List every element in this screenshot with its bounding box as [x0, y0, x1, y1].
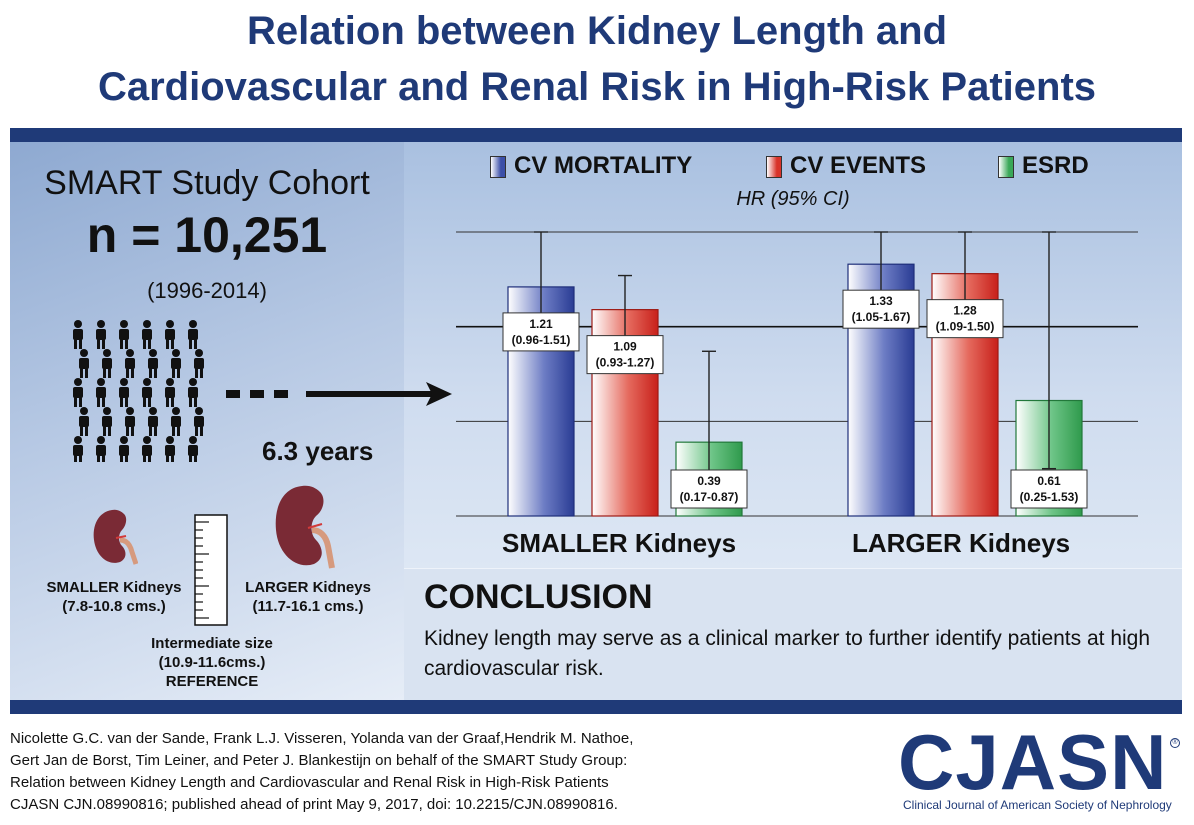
conclusion-panel — [404, 568, 1182, 700]
category-label-smaller: SMALLER Kidneys — [502, 528, 737, 558]
legend-cv-mortality: CV MORTALITY — [514, 152, 693, 179]
category-label-larger: LARGER Kidneys — [852, 528, 1071, 558]
citation-line-3: Relation between Kidney Length and Cardi… — [10, 774, 609, 791]
bottom-band — [10, 700, 1182, 714]
larger-kidneys-range: (11.7-16.1 cms.) — [252, 598, 364, 615]
title-line-1: Relation between Kidney Length and — [246, 9, 948, 53]
large-kidney-icon — [275, 485, 335, 569]
person-figure — [73, 378, 83, 407]
intermediate-reference: REFERENCE — [165, 673, 259, 690]
person-figure — [79, 407, 89, 436]
citation: Nicolette G.C. van der Sande, Frank L.J.… — [10, 728, 710, 816]
smaller-kidneys-range: (7.8-10.8 cms.) — [62, 598, 166, 615]
person-figure — [125, 407, 135, 436]
person-figure — [102, 349, 112, 378]
person-figure — [142, 436, 152, 462]
person-figure — [188, 436, 198, 462]
person-figure — [171, 407, 181, 436]
larger-kidneys-caption: LARGER Kidneys (11.7-16.1 cms.) — [228, 578, 388, 616]
larger-kidneys-label: LARGER Kidneys — [245, 579, 371, 596]
journal-logo: CJASN — [898, 718, 1168, 806]
person-figure — [165, 378, 175, 407]
person-figure — [79, 349, 89, 378]
person-figure — [73, 436, 83, 462]
top-band — [10, 128, 1182, 142]
person-figure — [194, 407, 204, 436]
person-figure — [96, 320, 106, 349]
citation-line-1: Nicolette G.C. van der Sande, Frank L.J.… — [10, 730, 634, 747]
conclusion-text: Kidney length may serve as a clinical ma… — [424, 627, 1151, 680]
person-figure — [165, 320, 175, 349]
title-line-2: Cardiovascular and Renal Risk in High-Ri… — [97, 65, 1097, 109]
person-figure — [125, 349, 135, 378]
smaller-kidneys-caption: SMALLER Kidneys (7.8-10.8 cms.) — [34, 578, 194, 616]
legend-swatch-cv-mortality — [490, 156, 506, 178]
person-figure — [188, 320, 198, 349]
legend-swatch-cv-events — [766, 156, 782, 178]
intermediate-caption: Intermediate size (10.9-11.6cms.) REFERE… — [122, 634, 302, 691]
person-figure — [165, 436, 175, 462]
legend-cv-events: CV EVENTS — [790, 152, 927, 179]
person-figure — [142, 320, 152, 349]
smaller-kidneys-label: SMALLER Kidneys — [46, 579, 182, 596]
person-figure — [96, 378, 106, 407]
cohort-years: (1996-2014) — [147, 278, 267, 303]
person-figure — [148, 349, 158, 378]
person-figure — [194, 349, 204, 378]
chart-subtitle: HR (95% CI) — [736, 188, 850, 210]
conclusion-heading: CONCLUSION — [424, 578, 653, 616]
journal-logo-subtitle: Clinical Journal of American Society of … — [903, 798, 1172, 812]
ruler-icon — [194, 514, 228, 626]
person-figure — [119, 320, 129, 349]
legend-esrd: ESRD — [1022, 152, 1089, 179]
person-figure — [119, 436, 129, 462]
person-figure — [102, 407, 112, 436]
person-figure — [148, 407, 158, 436]
small-kidney-icon — [93, 509, 138, 565]
registered-mark: ® — [1170, 738, 1180, 748]
people-icon — [73, 320, 204, 462]
person-figure — [119, 378, 129, 407]
arrow-right-icon — [226, 382, 452, 406]
person-figure — [73, 320, 83, 349]
citation-line-2: Gert Jan de Borst, Tim Leiner, and Peter… — [10, 752, 628, 769]
cohort-size: n = 10,251 — [86, 207, 328, 263]
person-figure — [142, 378, 152, 407]
citation-line-4: CJASN CJN.08990816; published ahead of p… — [10, 796, 618, 813]
intermediate-range: (10.9-11.6cms.) — [158, 654, 266, 671]
cohort-name: SMART Study Cohort — [44, 164, 370, 202]
chart-legend: CV MORTALITY CV EVENTS ESRD — [404, 152, 1182, 182]
intermediate-label: Intermediate size — [151, 635, 273, 652]
person-figure — [171, 349, 181, 378]
person-figure — [188, 378, 198, 407]
legend-swatch-esrd — [998, 156, 1014, 178]
person-figure — [96, 436, 106, 462]
followup-duration: 6.3 years — [262, 436, 374, 466]
